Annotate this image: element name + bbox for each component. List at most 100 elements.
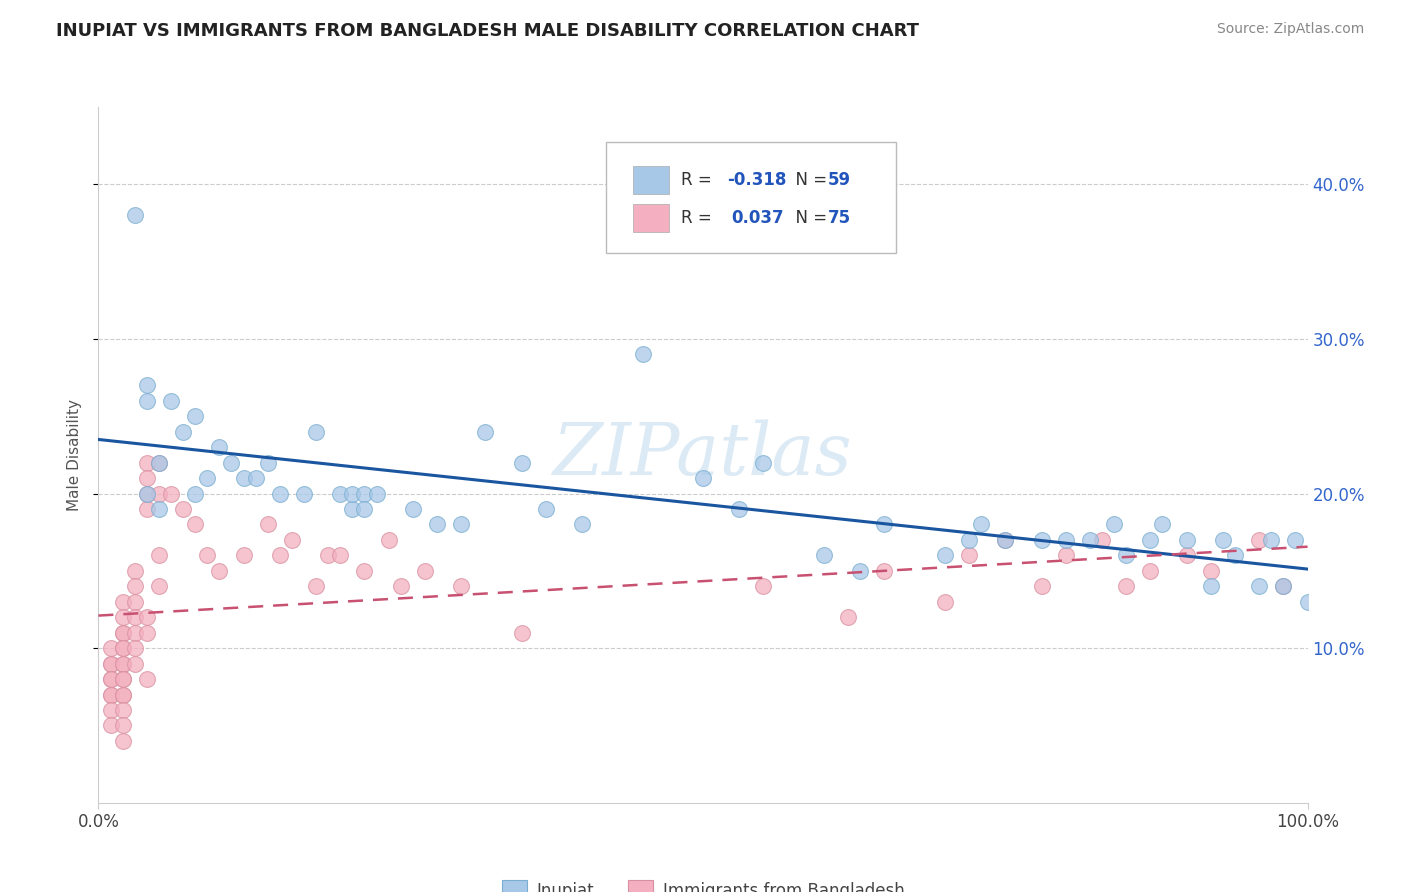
Point (124, 208, 146, 222)
Point (292, 486, 315, 500)
Point (111, 657, 134, 671)
Point (1223, 549, 1246, 563)
Point (631, 347, 654, 361)
Point (124, 625, 146, 640)
FancyBboxPatch shape (633, 204, 669, 232)
Point (1152, 517, 1174, 532)
Text: N =: N = (785, 210, 832, 227)
Point (124, 595, 146, 609)
Point (534, 502, 557, 516)
Point (1199, 564, 1222, 578)
Point (195, 471, 218, 485)
Point (148, 456, 170, 470)
Point (221, 456, 243, 470)
Point (1296, 595, 1319, 609)
Point (329, 486, 352, 500)
Point (245, 471, 267, 485)
Point (256, 456, 278, 470)
Point (184, 517, 207, 532)
Point (111, 688, 134, 702)
Point (994, 533, 1017, 547)
Point (124, 657, 146, 671)
Text: Source: ZipAtlas.com: Source: ZipAtlas.com (1216, 22, 1364, 37)
Point (100, 672, 122, 686)
Point (1115, 549, 1137, 563)
Point (1175, 533, 1198, 547)
Point (184, 486, 207, 500)
Point (934, 549, 956, 563)
Point (571, 517, 593, 532)
Point (135, 378, 157, 392)
Text: 0.037: 0.037 (731, 210, 783, 227)
Text: ZIPatlas: ZIPatlas (553, 419, 853, 491)
Point (111, 734, 134, 748)
Point (342, 486, 364, 500)
Point (316, 549, 339, 563)
Point (135, 625, 157, 640)
Point (353, 564, 375, 578)
Point (256, 517, 278, 532)
Point (135, 672, 157, 686)
Point (100, 688, 122, 702)
Point (100, 641, 122, 656)
Point (1115, 579, 1137, 593)
Point (111, 672, 134, 686)
Point (100, 672, 122, 686)
Point (111, 672, 134, 686)
Point (837, 610, 859, 624)
Point (970, 517, 993, 532)
Point (135, 393, 157, 408)
Point (957, 549, 980, 563)
Point (135, 610, 157, 624)
Point (111, 688, 134, 702)
Point (377, 533, 399, 547)
Point (232, 549, 254, 563)
Point (1272, 579, 1295, 593)
Point (232, 471, 254, 485)
Point (100, 657, 122, 671)
Point (353, 502, 375, 516)
Point (305, 579, 328, 593)
Point (957, 533, 980, 547)
Point (100, 718, 122, 732)
Point (692, 471, 714, 485)
Point (148, 549, 170, 563)
Point (148, 502, 170, 516)
Text: 59: 59 (828, 171, 851, 189)
Point (1260, 533, 1282, 547)
Point (873, 564, 896, 578)
Point (450, 517, 472, 532)
Point (111, 718, 134, 732)
Point (366, 486, 388, 500)
Point (305, 425, 328, 439)
Point (1175, 549, 1198, 563)
Point (426, 517, 449, 532)
Point (160, 486, 183, 500)
Point (111, 595, 134, 609)
Point (111, 641, 134, 656)
Text: R =: R = (682, 210, 717, 227)
Point (1054, 533, 1077, 547)
Point (1031, 533, 1053, 547)
Point (1212, 533, 1234, 547)
Point (752, 579, 775, 593)
Y-axis label: Male Disability: Male Disability (67, 399, 83, 511)
Point (111, 625, 134, 640)
Point (1139, 564, 1161, 578)
Point (135, 486, 157, 500)
Point (148, 456, 170, 470)
Point (1139, 533, 1161, 547)
Point (1249, 533, 1271, 547)
Text: N =: N = (785, 171, 832, 189)
Point (208, 440, 231, 454)
Point (124, 564, 146, 578)
Point (111, 641, 134, 656)
Point (100, 657, 122, 671)
Point (934, 595, 956, 609)
Point (450, 579, 472, 593)
Point (1272, 579, 1295, 593)
Point (510, 456, 533, 470)
Point (135, 486, 157, 500)
Point (1249, 579, 1271, 593)
Point (111, 703, 134, 717)
